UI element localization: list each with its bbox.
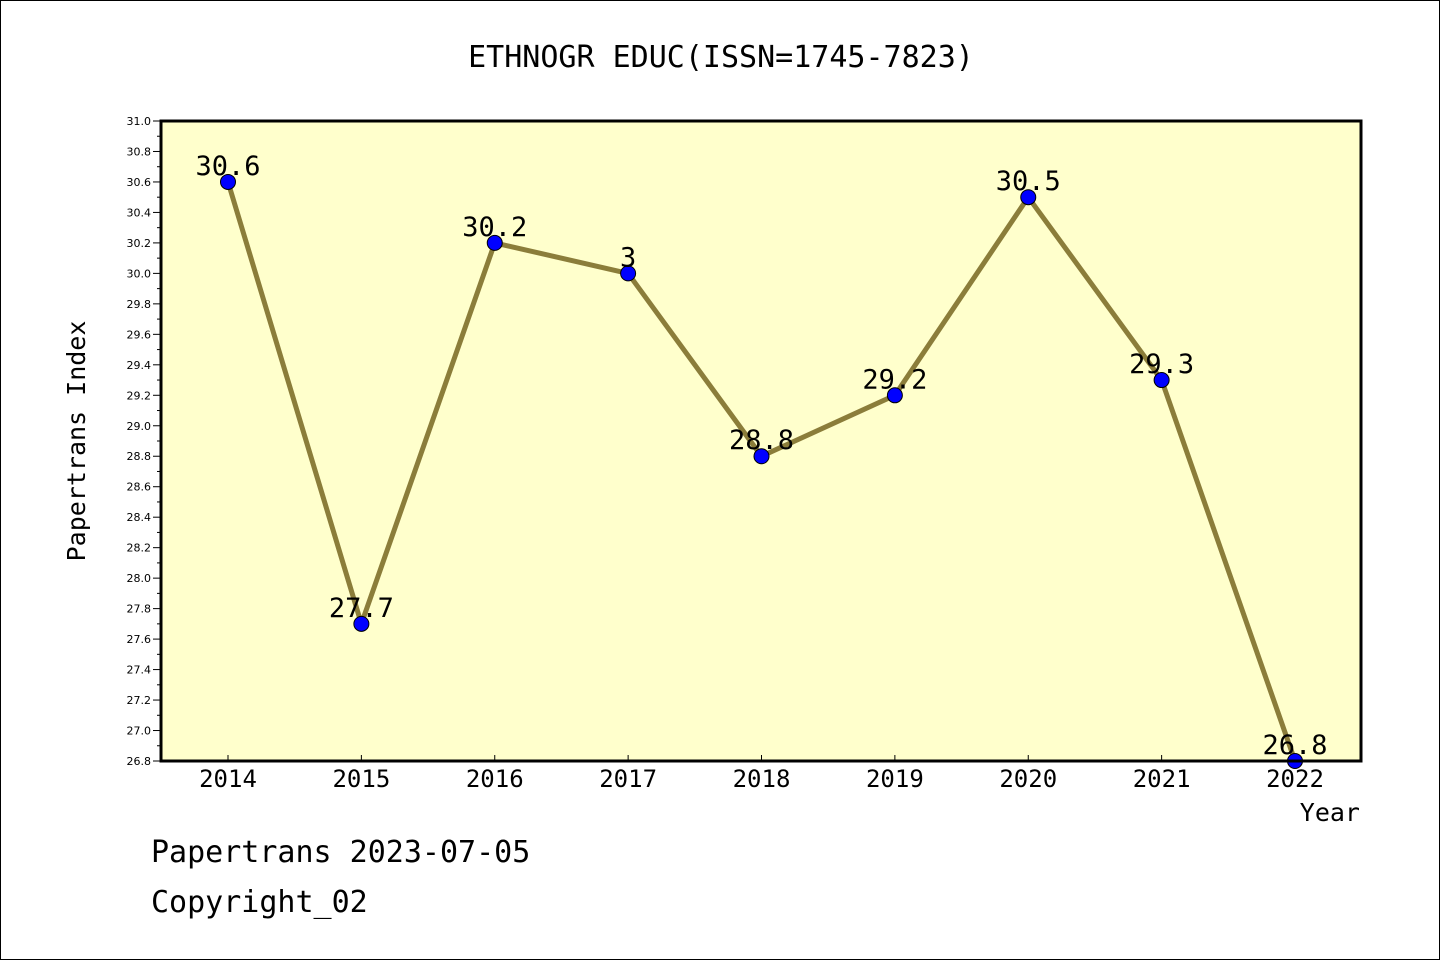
x-tick-label: 2017 xyxy=(599,765,657,793)
data-label: 30.2 xyxy=(462,212,527,243)
data-point xyxy=(220,173,236,190)
x-tick-label: 2020 xyxy=(999,765,1057,793)
plot-frame xyxy=(159,119,1363,763)
y-tick-label: 28.8 xyxy=(127,450,152,463)
footer-date: Papertrans 2023-07-05 xyxy=(151,835,531,870)
y-tick-label: 30.8 xyxy=(127,145,152,158)
y-tick-label: 26.8 xyxy=(127,755,152,768)
y-tick-label: 29.2 xyxy=(127,389,152,402)
y-tick-label: 27.2 xyxy=(127,694,152,707)
x-axis-label: Year xyxy=(1300,798,1360,827)
y-tick-label: 28.4 xyxy=(127,511,152,524)
series-group: 30.6 27.7 30.2 3 28.8 29.2 30.5 29.3 26.8 xyxy=(195,151,1328,769)
y-tick-label: 30.2 xyxy=(127,237,152,250)
y-tick-label: 29.8 xyxy=(127,298,152,311)
chart-title: ETHNOGR EDUC(ISSN=1745-7823) xyxy=(468,40,974,75)
y-tick-label: 29.0 xyxy=(127,420,152,433)
x-tick-label: 2018 xyxy=(733,765,791,793)
y-tick-label: 30.4 xyxy=(127,206,152,219)
data-label: 30.6 xyxy=(195,151,260,182)
x-axis-ticks: 2014 2015 2016 2017 2018 2019 2020 2021 2022 xyxy=(199,755,1324,793)
data-label: 29.2 xyxy=(862,364,927,395)
y-tick-label: 30.6 xyxy=(127,176,152,189)
data-label: 3 xyxy=(620,242,636,273)
data-point xyxy=(753,448,770,465)
y-axis-label: Papertrans Index xyxy=(62,321,91,562)
y-tick-label: 27.4 xyxy=(127,664,152,677)
data-label: 29.3 xyxy=(1129,349,1194,380)
data-label: 27.7 xyxy=(329,593,394,624)
y-tick-label: 31.0 xyxy=(127,115,152,128)
y-tick-label: 29.4 xyxy=(127,359,152,372)
x-tick-label: 2016 xyxy=(466,765,524,793)
data-point xyxy=(353,615,370,632)
x-tick-label: 2019 xyxy=(866,765,924,793)
y-tick-label: 30.0 xyxy=(127,267,152,280)
y-tick-label: 28.0 xyxy=(127,572,152,585)
data-point xyxy=(486,234,503,251)
data-point xyxy=(1153,372,1170,389)
y-tick-label: 27.0 xyxy=(127,725,152,738)
data-label: 26.8 xyxy=(1262,730,1327,761)
y-tick-label: 28.2 xyxy=(127,542,152,555)
data-label: 28.8 xyxy=(729,425,794,456)
y-tick-label: 27.6 xyxy=(127,633,152,646)
x-tick-label: 2014 xyxy=(199,765,257,793)
data-point xyxy=(1020,189,1037,206)
y-tick-label: 27.8 xyxy=(127,603,152,616)
data-point xyxy=(620,265,637,282)
plot-area xyxy=(161,121,1361,761)
data-label: 30.5 xyxy=(996,166,1061,197)
y-tick-label: 28.6 xyxy=(127,481,152,494)
y-tick-label: 29.6 xyxy=(127,328,152,341)
footer-copyright: Copyright_02 xyxy=(151,885,368,920)
y-axis-ticks: 26.8 27.0 27.2 27.4 27.6 27.8 28.0 28.2 28.4 28.6… xyxy=(127,115,161,768)
x-tick-label: 2022 xyxy=(1266,765,1324,793)
x-tick-label: 2015 xyxy=(332,765,390,793)
x-tick-label: 2021 xyxy=(1133,765,1191,793)
data-point xyxy=(886,387,903,404)
